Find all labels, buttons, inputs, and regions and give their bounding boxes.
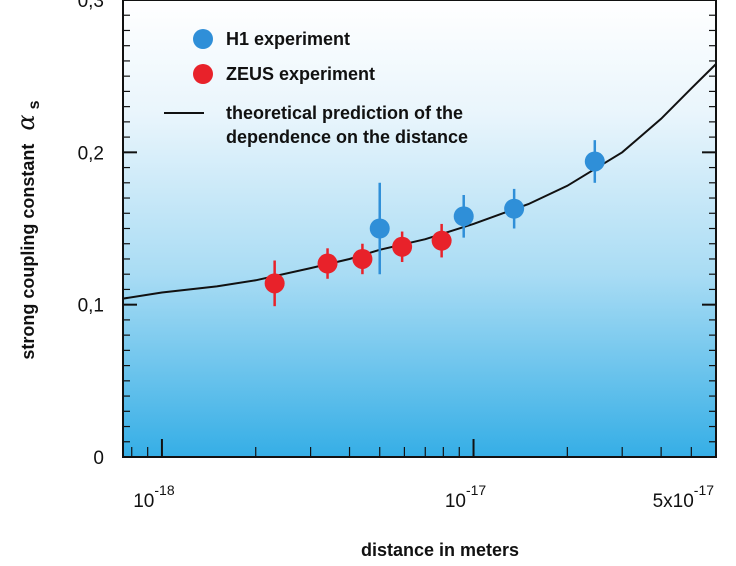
y-axis-alpha-sub: s xyxy=(26,100,43,109)
legend-h1-marker xyxy=(193,29,213,49)
y-tick-labels: 0 0,1 0,2 0,3 xyxy=(78,0,104,469)
y-tick-label: 0 xyxy=(93,448,104,469)
x-tick-label-base: 10 xyxy=(445,491,466,512)
legend-h1-label: H1 experiment xyxy=(226,29,350,49)
y-axis-alpha: α xyxy=(12,114,40,130)
curve-layer xyxy=(122,63,717,300)
zeus-data-point xyxy=(431,230,452,251)
y-axis-title-text: strong coupling constant xyxy=(18,144,38,360)
legend-curve-label-line2: dependence on the distance xyxy=(226,127,468,147)
x-tick-label-base: 10 xyxy=(133,491,154,512)
points-layer xyxy=(264,140,605,307)
h1-data-point xyxy=(504,198,525,219)
zeus-data-point xyxy=(264,273,285,294)
x-tick-label-exp: -17 xyxy=(466,482,486,498)
y-tick-label: 0,3 xyxy=(78,0,104,12)
theory-curve xyxy=(122,63,717,300)
y-tick-label: 0,2 xyxy=(78,143,104,164)
h1-data-point xyxy=(453,206,474,227)
x-tick-label-base: 5x10 xyxy=(653,491,694,512)
zeus-data-point xyxy=(317,253,338,274)
zeus-data-point xyxy=(352,248,373,269)
legend: H1 experiment ZEUS experiment theoretica… xyxy=(164,29,468,147)
legend-zeus-label: ZEUS experiment xyxy=(226,64,375,84)
y-tick-label: 0,1 xyxy=(78,296,104,317)
x-tick-label-exp: -18 xyxy=(154,482,174,498)
x-tick-label: 10-17 xyxy=(445,482,487,512)
plot-frame xyxy=(122,0,717,458)
h1-data-point xyxy=(369,218,390,239)
legend-zeus-marker xyxy=(193,64,213,84)
legend-curve-label-line1: theoretical prediction of the xyxy=(226,103,463,123)
plot-area xyxy=(123,0,716,457)
x-tick-label: 10-18 xyxy=(133,482,175,512)
x-tick-label-exp: -17 xyxy=(694,482,714,498)
y-axis-title: strong coupling constant α s xyxy=(12,100,43,359)
x-axis-title: distance in meters xyxy=(361,540,519,560)
h1-data-point xyxy=(584,151,605,172)
ticks-layer xyxy=(123,0,717,458)
zeus-data-point xyxy=(392,236,413,257)
x-tick-label: 5x10-17 xyxy=(653,482,715,512)
